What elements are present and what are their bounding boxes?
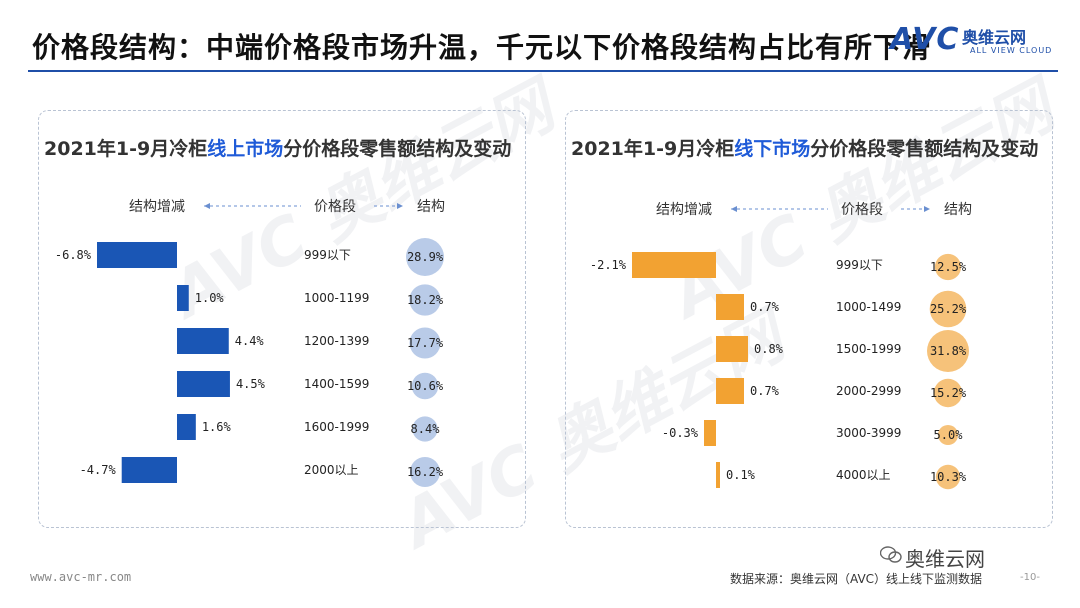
change-label: -2.1%	[590, 258, 627, 272]
share-circle	[933, 378, 963, 408]
chart-title-highlight: 线上市场	[207, 137, 283, 160]
col-header-share: 结构	[417, 199, 445, 215]
share-label: 5.0%	[934, 428, 964, 442]
page-title: 价格段结构：中端价格段市场升温，千元以下价格段结构占比有所下滑	[32, 31, 932, 64]
share-label: 8.4%	[411, 422, 441, 436]
chart-title-highlight: 线下市场	[734, 137, 810, 160]
page-number: -10-	[1020, 572, 1040, 583]
change-bar	[97, 242, 177, 268]
arrow-right-head	[397, 203, 403, 209]
offline-chart-panel: 2021年1-9月冷柜线下市场分价格段零售额结构及变动结构增减 价格段 结构 -2.1…	[565, 110, 1053, 528]
share-circle	[927, 330, 969, 372]
share-circle	[411, 372, 439, 400]
header-divider	[28, 70, 1058, 72]
change-bar	[716, 378, 744, 404]
share-label: 10.3%	[930, 470, 967, 484]
price-segment-label: 1000-1499	[836, 300, 901, 314]
change-bar	[177, 328, 229, 354]
logo-en-text: ALL VIEW CLOUD	[970, 46, 1053, 55]
chart-title-suffix: 分价格段零售额结构及变动	[283, 137, 511, 160]
chart-title: 2021年1-9月冷柜线上市场分价格段零售额结构及变动	[44, 137, 511, 160]
wechat-account: 奥维云网	[905, 547, 985, 571]
share-label: 31.8%	[930, 344, 967, 358]
price-segment-label: 1600-1999	[304, 420, 369, 434]
change-label: 4.5%	[236, 377, 266, 391]
share-circle	[412, 416, 438, 442]
arrow-left-head	[731, 206, 737, 212]
data-source: 数据来源：奥维云网（AVC）线上线下监测数据	[730, 572, 983, 586]
price-segment-label: 999以下	[304, 248, 351, 262]
change-label: -0.3%	[662, 426, 699, 440]
share-label: 16.2%	[407, 465, 444, 479]
wechat-icon	[880, 546, 902, 563]
price-segment-label: 2000-2999	[836, 384, 901, 398]
price-segment-label: 1400-1599	[304, 377, 369, 391]
brand-logo: AVC 奥维云网 ALL VIEW CLOUD	[890, 22, 1060, 62]
change-bar	[632, 252, 716, 278]
share-label: 10.6%	[407, 379, 444, 393]
share-label: 12.5%	[930, 260, 967, 274]
price-segment-label: 999以下	[836, 258, 883, 272]
chart-title-prefix: 2021年1-9月冷柜	[44, 137, 207, 160]
share-label: 28.9%	[407, 250, 444, 264]
change-label: 1.0%	[195, 291, 225, 305]
change-label: 1.6%	[202, 420, 232, 434]
change-label: 0.7%	[750, 300, 780, 314]
price-segment-label: 4000以上	[836, 468, 891, 482]
share-label: 25.2%	[930, 302, 967, 316]
col-header-share: 结构	[944, 202, 972, 218]
share-label: 15.2%	[930, 386, 967, 400]
share-label: 18.2%	[407, 293, 444, 307]
chart-title-suffix: 分价格段零售额结构及变动	[810, 137, 1038, 160]
change-bar	[716, 294, 744, 320]
share-circle	[934, 253, 962, 281]
change-bar	[177, 371, 230, 397]
online-chart-panel: 2021年1-9月冷柜线上市场分价格段零售额结构及变动结构增减 价格段 结构 -6.8…	[38, 110, 526, 528]
chart-title: 2021年1-9月冷柜线下市场分价格段零售额结构及变动	[571, 137, 1038, 160]
share-circle	[406, 238, 444, 276]
col-header-segment: 价格段	[841, 202, 883, 218]
price-segment-label: 1200-1399	[304, 334, 369, 348]
share-circle	[409, 327, 441, 359]
share-circle	[409, 456, 441, 488]
arrow-left-head	[204, 203, 210, 209]
change-bar	[177, 285, 189, 311]
price-segment-label: 1500-1999	[836, 342, 901, 356]
change-bar	[716, 336, 748, 362]
share-circle	[937, 424, 959, 446]
chart-title-prefix: 2021年1-9月冷柜	[571, 137, 734, 160]
logo-cn-text: 奥维云网	[962, 28, 1027, 47]
change-label: -6.8%	[55, 248, 92, 262]
share-circle	[409, 284, 441, 316]
change-label: 0.1%	[726, 468, 756, 482]
logo-avc-text: AVC	[890, 22, 960, 57]
share-label: 17.7%	[407, 336, 444, 350]
col-header-change: 结构增减	[129, 199, 185, 215]
col-header-change: 结构增减	[656, 202, 712, 218]
arrow-right-head	[924, 206, 930, 212]
change-bar	[177, 414, 196, 440]
website-url[interactable]: www.avc-mr.com	[30, 570, 132, 584]
change-label: 4.4%	[235, 334, 265, 348]
change-bar	[704, 420, 716, 446]
change-bar	[121, 457, 177, 483]
change-bar	[716, 462, 720, 488]
change-label: -4.7%	[80, 463, 117, 477]
change-label: 0.8%	[754, 342, 784, 356]
price-segment-label: 2000以上	[304, 463, 359, 477]
price-segment-label: 1000-1199	[304, 291, 369, 305]
change-label: 0.7%	[750, 384, 780, 398]
share-circle	[929, 290, 967, 328]
price-segment-label: 3000-3999	[836, 426, 901, 440]
col-header-segment: 价格段	[314, 199, 356, 215]
share-circle	[935, 464, 961, 490]
